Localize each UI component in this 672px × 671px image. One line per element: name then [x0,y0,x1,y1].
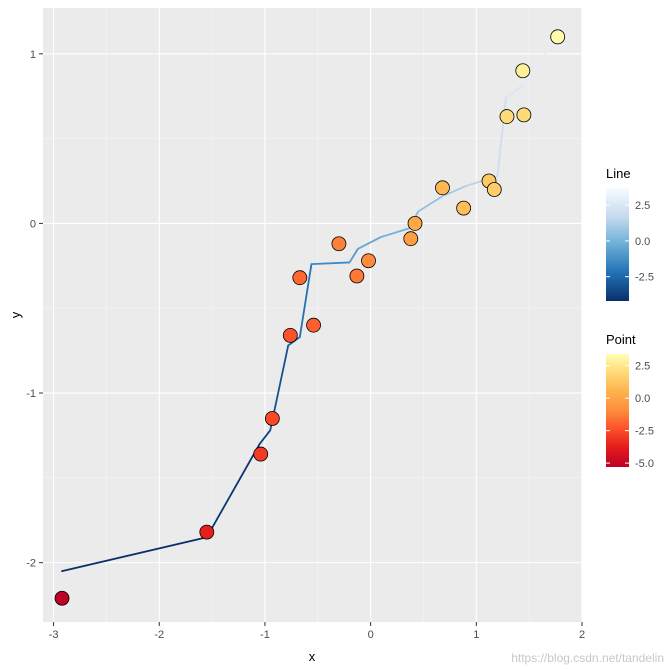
data-point [456,200,472,216]
legend-label: 2.5 [635,361,650,373]
data-point [516,107,532,123]
legend-label: -5.0 [635,458,654,470]
data-point [253,446,269,462]
legend-point: Point 2.5 0.0 -2.5 -5.0 [606,332,654,470]
plot-panel [43,8,582,622]
line-segment [348,247,359,264]
y-tick-label: 0 [30,218,36,230]
y-tick-label: 1 [30,49,36,61]
x-tick-label: 0 [368,629,374,641]
line-series [61,35,558,573]
data-point [407,216,423,231]
line-segment [258,429,272,445]
line-segment [61,536,208,573]
major-gridlines [43,8,583,622]
data-point [199,524,215,540]
line-segment [417,195,444,213]
data-point [486,182,502,197]
watermark: https://blog.csdn.net/tandelin [511,651,664,665]
y-tick-label: -1 [26,388,36,400]
line-segment [505,83,525,99]
x-tick-label: 1 [473,629,479,641]
data-point [403,231,419,247]
legend-label: -2.5 [635,426,654,438]
legend-title: Point [606,332,636,347]
data-point [550,29,566,45]
legend-colorbar [606,188,629,301]
legend-colorbar [606,354,629,467]
line-segment [522,35,558,86]
legend-title: Line [606,166,631,181]
line-segment [441,185,467,198]
legend-label: 0.0 [635,393,650,405]
data-point [264,411,280,426]
line-segment [380,227,410,238]
data-point [54,590,70,606]
y-tick-label: -2 [26,558,36,570]
line-segment [357,236,383,250]
x-tick-label: -1 [260,629,270,641]
legend-line: Line 2.5 0.0 -2.5 [606,166,654,301]
data-point [306,317,321,333]
line-segment [205,443,261,539]
point-series [54,29,566,606]
x-axis: -3 -2 -1 0 1 2 [49,622,585,641]
data-point [349,268,365,284]
legend-label: -2.5 [635,272,654,284]
y-axis: -2 -1 0 1 [26,49,43,570]
data-point [361,253,376,269]
x-tick-label: -3 [49,629,59,641]
data-point [435,180,450,196]
x-tick-label: -2 [154,629,164,641]
line-segment [310,261,351,266]
data-point [499,109,515,124]
legend-label: 0.0 [635,236,650,248]
data-point [331,236,347,252]
legend-label: 2.5 [635,200,650,212]
x-tick-label: 2 [579,629,585,641]
data-point [292,270,308,286]
data-point [515,63,531,79]
line-segment [298,263,313,338]
x-axis-title: x [309,649,316,664]
y-axis-title: y [8,311,23,318]
data-point [282,327,298,343]
